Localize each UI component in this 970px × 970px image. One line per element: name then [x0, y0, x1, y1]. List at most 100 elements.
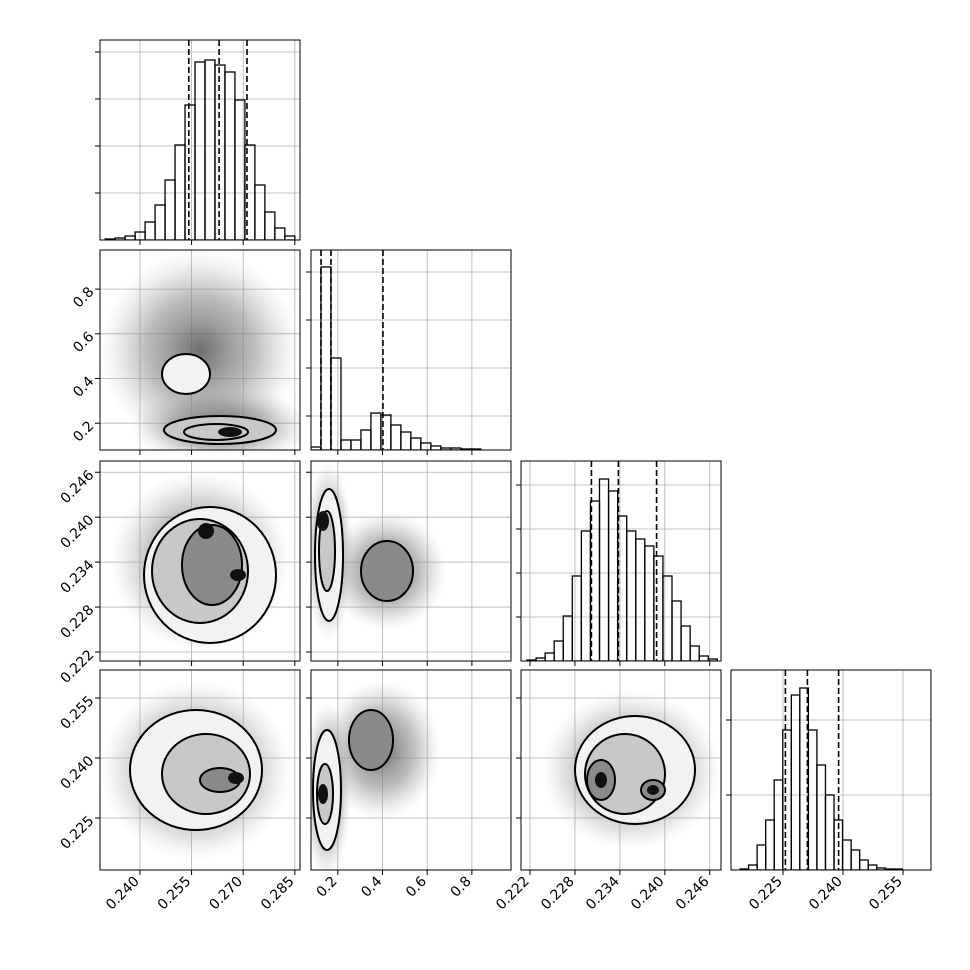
histogram-bar [580, 530, 592, 661]
x-tick-label: 0.255 [866, 874, 906, 914]
contour [348, 709, 394, 771]
histogram-bar [350, 439, 362, 450]
histogram-bar [773, 779, 784, 870]
histogram-bar [340, 439, 352, 450]
y-tick-label: 0.255 [58, 693, 98, 733]
panel-frame [99, 460, 301, 662]
histogram-bar [330, 357, 342, 450]
histogram-bar [420, 442, 432, 450]
histogram-bar [430, 445, 442, 450]
histogram-bar [184, 104, 196, 240]
histogram-bar [320, 266, 332, 450]
histogram-bar [782, 729, 792, 870]
y-tick-label: 0.2 [70, 418, 97, 445]
histogram-bar [626, 530, 637, 661]
histogram-bar [807, 729, 818, 870]
histogram-bar [790, 694, 801, 870]
histogram-bar [765, 819, 775, 870]
histogram-bar [644, 545, 655, 661]
x-tick-label: 0.228 [538, 874, 578, 914]
histogram-bar [544, 652, 555, 661]
x-tick-label: 0.6 [403, 873, 430, 900]
histogram-bar [274, 227, 286, 240]
x-tick-label: 0.240 [103, 874, 143, 914]
panel-frame [310, 460, 512, 662]
y-tick-label: 0.240 [58, 512, 98, 552]
y-tick-label: 0.4 [70, 373, 97, 400]
panel-frame [730, 669, 932, 871]
histogram-bar [144, 221, 156, 240]
x-tick-label: 0.4 [358, 873, 385, 900]
y-tick-label: 0.240 [58, 753, 98, 793]
x-tick-label: 0.246 [673, 873, 713, 913]
panel-frame [520, 669, 722, 871]
panel-frame [99, 249, 301, 451]
panel [95, 39, 301, 245]
histogram-bar [174, 144, 186, 240]
histogram-bar [635, 538, 646, 661]
histogram-bar [707, 658, 718, 661]
histogram-bar [747, 864, 758, 870]
histogram-bar [824, 794, 835, 870]
x-tick-label: 0.222 [493, 874, 533, 914]
histogram-bar [653, 555, 664, 661]
histogram-bar [284, 235, 296, 240]
histogram-bar [598, 478, 610, 661]
histogram-bar [850, 849, 861, 870]
y-tick-label: 0.234 [58, 557, 98, 597]
histogram-bar [562, 615, 573, 661]
y-tick-label: 0.6 [70, 329, 97, 356]
panel [306, 249, 512, 455]
density-peak [647, 785, 659, 795]
histogram-bar [204, 59, 216, 240]
panel-frame [99, 669, 301, 871]
histogram-bar [867, 864, 878, 870]
histogram-bar [698, 655, 709, 661]
x-tick-label: 0.225 [746, 874, 786, 914]
panel-inner [731, 670, 931, 870]
y-tick-label: 0.8 [70, 284, 97, 311]
x-tick-label: 0.8 [448, 874, 475, 901]
x-tick-label: 0.255 [155, 874, 195, 914]
histogram-bar [680, 625, 691, 661]
y-tick-label: 0.246 [58, 467, 98, 507]
panel-frame [310, 249, 512, 451]
x-tick-label: 0.285 [258, 874, 298, 914]
panel-inner [100, 250, 300, 450]
x-tick-label: 0.240 [806, 874, 846, 914]
panel-inner [311, 461, 511, 661]
histogram-bar [360, 429, 372, 450]
panel [306, 460, 512, 666]
histogram-bar [689, 645, 700, 661]
histogram-bar [214, 64, 226, 240]
histogram-bar [370, 412, 382, 450]
histogram-bar [124, 235, 136, 240]
histogram-bar [154, 204, 166, 240]
density-peak [318, 784, 328, 804]
histogram-bar [164, 179, 176, 240]
contour [161, 353, 211, 395]
panel-frame [520, 460, 722, 662]
density-peak [595, 772, 607, 788]
histogram-bar [841, 839, 852, 870]
panel-inner [311, 250, 511, 450]
x-tick-label: 0.2 [314, 874, 341, 901]
histogram-bar [756, 844, 767, 870]
panel-inner [100, 670, 300, 870]
x-tick-label: 0.240 [628, 874, 668, 914]
x-tick-label: 0.270 [206, 874, 246, 914]
histogram-bar [662, 575, 673, 661]
density-peak [317, 511, 329, 531]
histogram-bar [571, 575, 583, 661]
panel-inner [100, 40, 300, 240]
panel: 0.2 0.4 0.6 0.8 [306, 669, 512, 901]
panel: 0.2 0.4 0.6 0.8 [70, 249, 301, 455]
histogram-bar [858, 859, 869, 870]
histogram-bar [224, 71, 236, 240]
histogram-bar [410, 437, 422, 450]
panel-frame [310, 669, 512, 871]
density-peak [218, 427, 242, 437]
